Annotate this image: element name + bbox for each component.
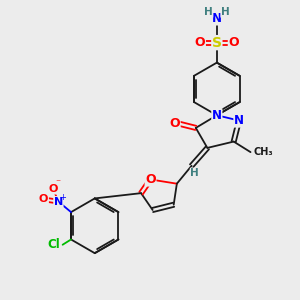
Text: N: N	[212, 12, 222, 25]
Text: ⁻: ⁻	[56, 179, 61, 189]
Text: O: O	[195, 36, 205, 49]
Text: N: N	[212, 109, 222, 122]
Text: CH₃: CH₃	[254, 147, 273, 157]
Text: N: N	[234, 114, 244, 127]
Text: Cl: Cl	[48, 238, 61, 251]
Text: H: H	[221, 7, 230, 17]
Text: H: H	[204, 7, 213, 17]
Text: N: N	[54, 196, 63, 207]
Text: O: O	[228, 36, 239, 49]
Text: S: S	[212, 36, 222, 50]
Text: O: O	[169, 117, 180, 130]
Text: H: H	[190, 168, 199, 178]
Text: O: O	[145, 173, 156, 186]
Text: O: O	[39, 194, 48, 205]
Text: +: +	[59, 193, 66, 202]
Text: O: O	[49, 184, 58, 194]
